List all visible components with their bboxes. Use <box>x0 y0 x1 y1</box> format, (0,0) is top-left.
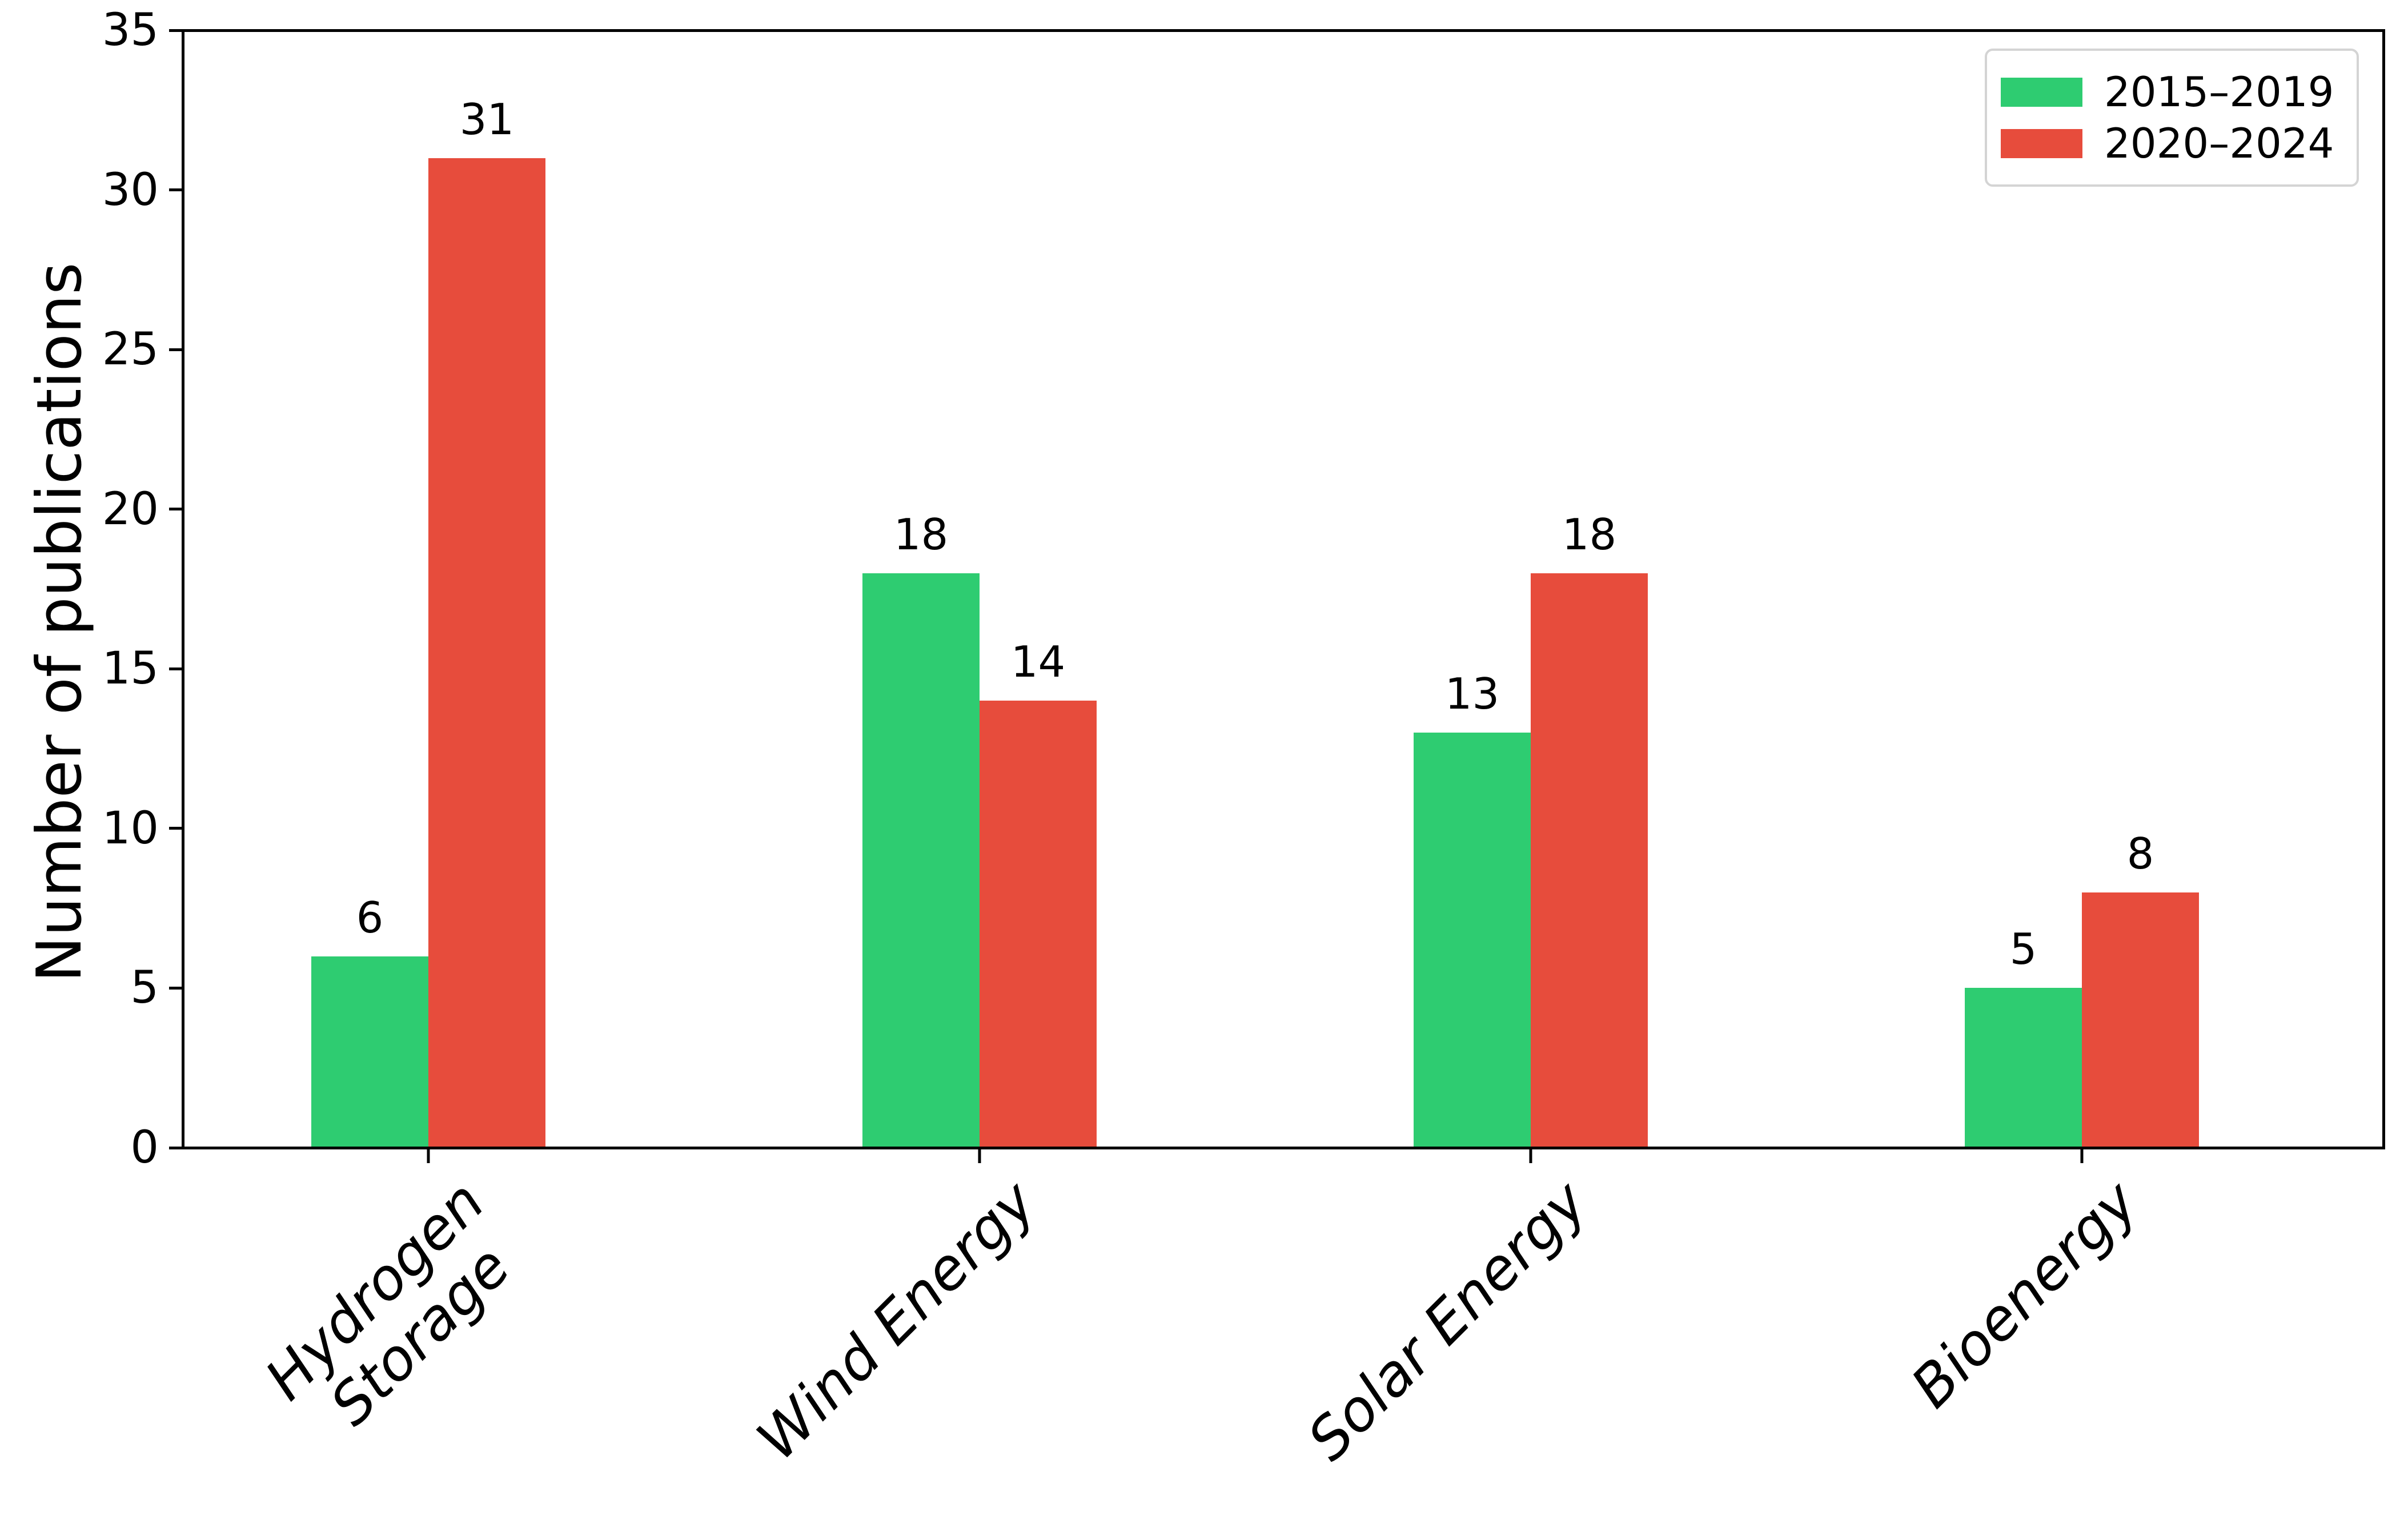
x-tick-label-hydrogen-storage: Hydrogen Storage <box>252 1168 523 1438</box>
x-tick-mark <box>427 1149 430 1163</box>
bar-2020-2024-solar-energy <box>1531 573 1648 1148</box>
y-tick-label: 10 <box>102 802 159 854</box>
bar-2015-2019-hydrogen-storage <box>311 956 428 1148</box>
legend: 2015–2019 2020–2024 <box>1985 49 2359 187</box>
y-tick-label: 35 <box>102 5 159 56</box>
y-tick-mark <box>169 348 183 351</box>
bar-2015-2019-wind-energy <box>862 573 980 1148</box>
bar-value-label: 18 <box>893 509 949 560</box>
bar-value-label: 5 <box>2009 924 2037 975</box>
y-tick-label: 5 <box>130 962 159 1014</box>
y-tick-mark <box>169 508 183 511</box>
bar-2015-2019-bioenergy <box>1965 988 2082 1148</box>
y-tick-label: 0 <box>130 1122 159 1173</box>
legend-swatch-2020-2024 <box>2001 128 2082 158</box>
y-tick-mark <box>169 1146 183 1149</box>
legend-item-2015-2019: 2015–2019 <box>2001 71 2339 112</box>
bar-value-label: 6 <box>356 892 384 943</box>
y-axis-label: Number of publications <box>24 262 95 983</box>
bar-value-label: 8 <box>2126 828 2154 879</box>
x-tick-label-wind-energy: Wind Energy <box>744 1168 1049 1473</box>
bar-value-label: 14 <box>1010 637 1066 687</box>
bar-value-label: 18 <box>1562 509 1617 560</box>
bar-value-label: 13 <box>1444 669 1500 719</box>
y-tick-mark <box>169 29 183 32</box>
x-tick-mark <box>1529 1149 1532 1163</box>
x-tick-label-bioenergy: Bioenergy <box>1898 1168 2151 1421</box>
y-tick-mark <box>169 667 183 670</box>
bar-2020-2024-wind-energy <box>980 701 1097 1148</box>
y-tick-mark <box>169 188 183 192</box>
y-tick-label: 20 <box>102 483 159 535</box>
legend-label: 2015–2019 <box>2104 68 2334 116</box>
bar-2015-2019-solar-energy <box>1414 733 1531 1148</box>
bar-value-label: 31 <box>459 94 515 144</box>
x-tick-mark <box>978 1149 981 1163</box>
x-tick-label-solar-energy: Solar Energy <box>1294 1168 1600 1474</box>
bar-2020-2024-hydrogen-storage <box>428 158 545 1148</box>
y-tick-label: 25 <box>102 324 159 376</box>
y-tick-label: 15 <box>102 643 159 695</box>
x-tick-mark <box>2080 1149 2084 1163</box>
legend-swatch-2015-2019 <box>2001 77 2082 107</box>
y-tick-mark <box>169 986 183 990</box>
y-tick-mark <box>169 827 183 830</box>
plot-area <box>182 29 2385 1149</box>
y-tick-label: 30 <box>102 164 159 216</box>
legend-label: 2020–2024 <box>2104 119 2334 167</box>
legend-item-2020-2024: 2020–2024 <box>2001 123 2339 164</box>
bar-2020-2024-bioenergy <box>2082 892 2199 1148</box>
